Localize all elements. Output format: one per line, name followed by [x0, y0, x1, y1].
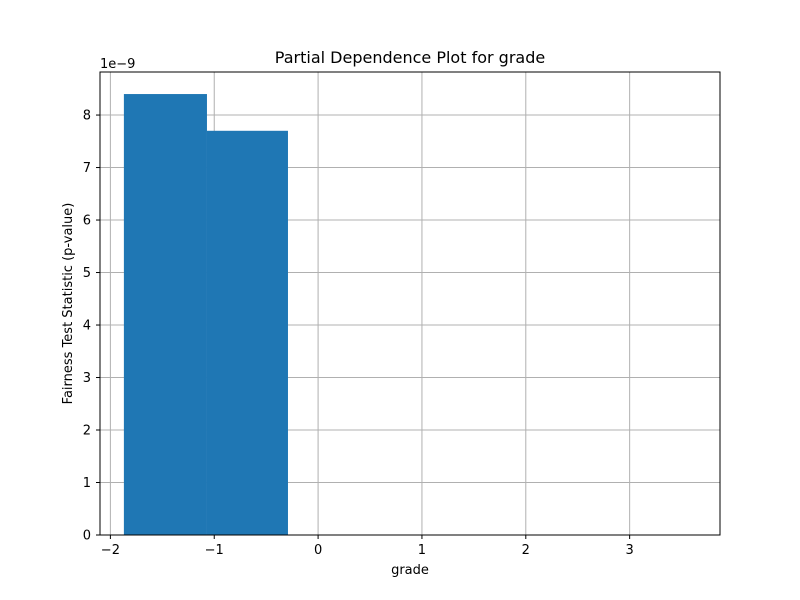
bars-layer [123, 94, 288, 536]
y-tick-label: 3 [83, 371, 91, 386]
bar-1 [123, 94, 207, 536]
bar-2 [206, 130, 288, 536]
y-tick-label: 7 [83, 161, 91, 176]
x-axis-label: grade [391, 563, 429, 578]
ticks-layer: −2 −1 0 1 2 3 0 1 2 3 4 5 6 7 8 [83, 109, 634, 558]
y-tick-label: 4 [83, 319, 91, 334]
y-tick-label: 0 [83, 529, 91, 544]
y-axis-label: Fairness Test Statistic (p-value) [61, 203, 76, 405]
x-tick-label: 1 [418, 543, 426, 558]
y-tick-label: 2 [83, 424, 91, 439]
x-tick-label: −2 [101, 543, 120, 558]
x-tick-label: 2 [522, 543, 530, 558]
chart-title: Partial Dependence Plot for grade [275, 48, 545, 67]
y-tick-label: 8 [83, 109, 91, 124]
x-tick-label: 3 [626, 543, 634, 558]
y-tick-label: 1 [83, 476, 91, 491]
x-tick-label: −1 [205, 543, 224, 558]
y-scale-label: 1e−9 [100, 57, 135, 72]
plot-frame [99, 71, 721, 536]
y-tick-label: 6 [83, 214, 91, 229]
y-tick-label: 5 [83, 266, 91, 281]
x-tick-label: 0 [314, 543, 322, 558]
